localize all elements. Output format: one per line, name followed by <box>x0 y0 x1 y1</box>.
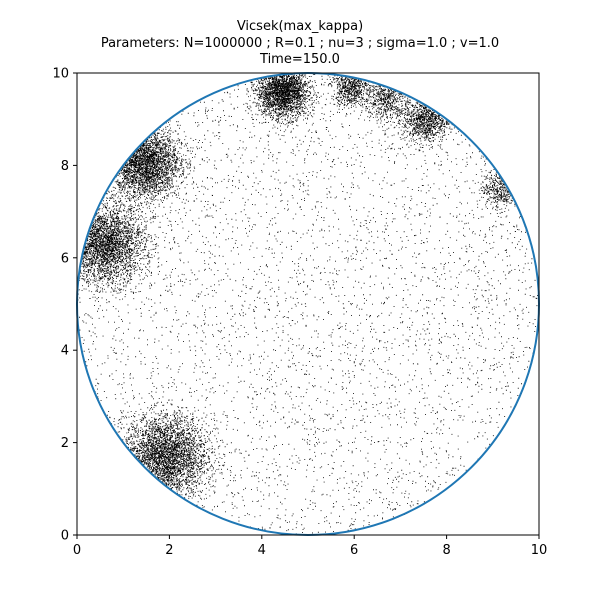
y-tick-label: 4 <box>61 344 69 359</box>
y-tick-label: 8 <box>61 159 69 174</box>
plot-frame <box>76 72 540 536</box>
x-tick-label: 2 <box>165 543 173 558</box>
chart-title: Vicsek(max_kappa) Parameters: N=1000000 … <box>101 19 499 67</box>
y-axis: 0 2 4 6 8 10 <box>52 67 77 544</box>
y-tick-label: 10 <box>52 67 69 82</box>
particle-point-cloud <box>77 73 539 535</box>
x-tick-label: 6 <box>350 543 358 558</box>
x-tick-label: 0 <box>73 543 81 558</box>
x-axis: 0 2 4 6 8 10 <box>73 535 547 558</box>
y-tick-label: 0 <box>61 529 69 544</box>
x-tick-label: 4 <box>258 543 266 558</box>
particle-points <box>77 73 539 535</box>
title-line-3: Time=150.0 <box>259 52 340 67</box>
title-line-2: Parameters: N=1000000 ; R=0.1 ; nu=3 ; s… <box>101 36 499 51</box>
y-tick-label: 2 <box>61 436 69 451</box>
x-tick-label: 8 <box>442 543 450 558</box>
x-tick-label: 10 <box>531 543 548 558</box>
y-tick-label: 6 <box>61 251 69 266</box>
title-line-1: Vicsek(max_kappa) <box>237 19 363 34</box>
